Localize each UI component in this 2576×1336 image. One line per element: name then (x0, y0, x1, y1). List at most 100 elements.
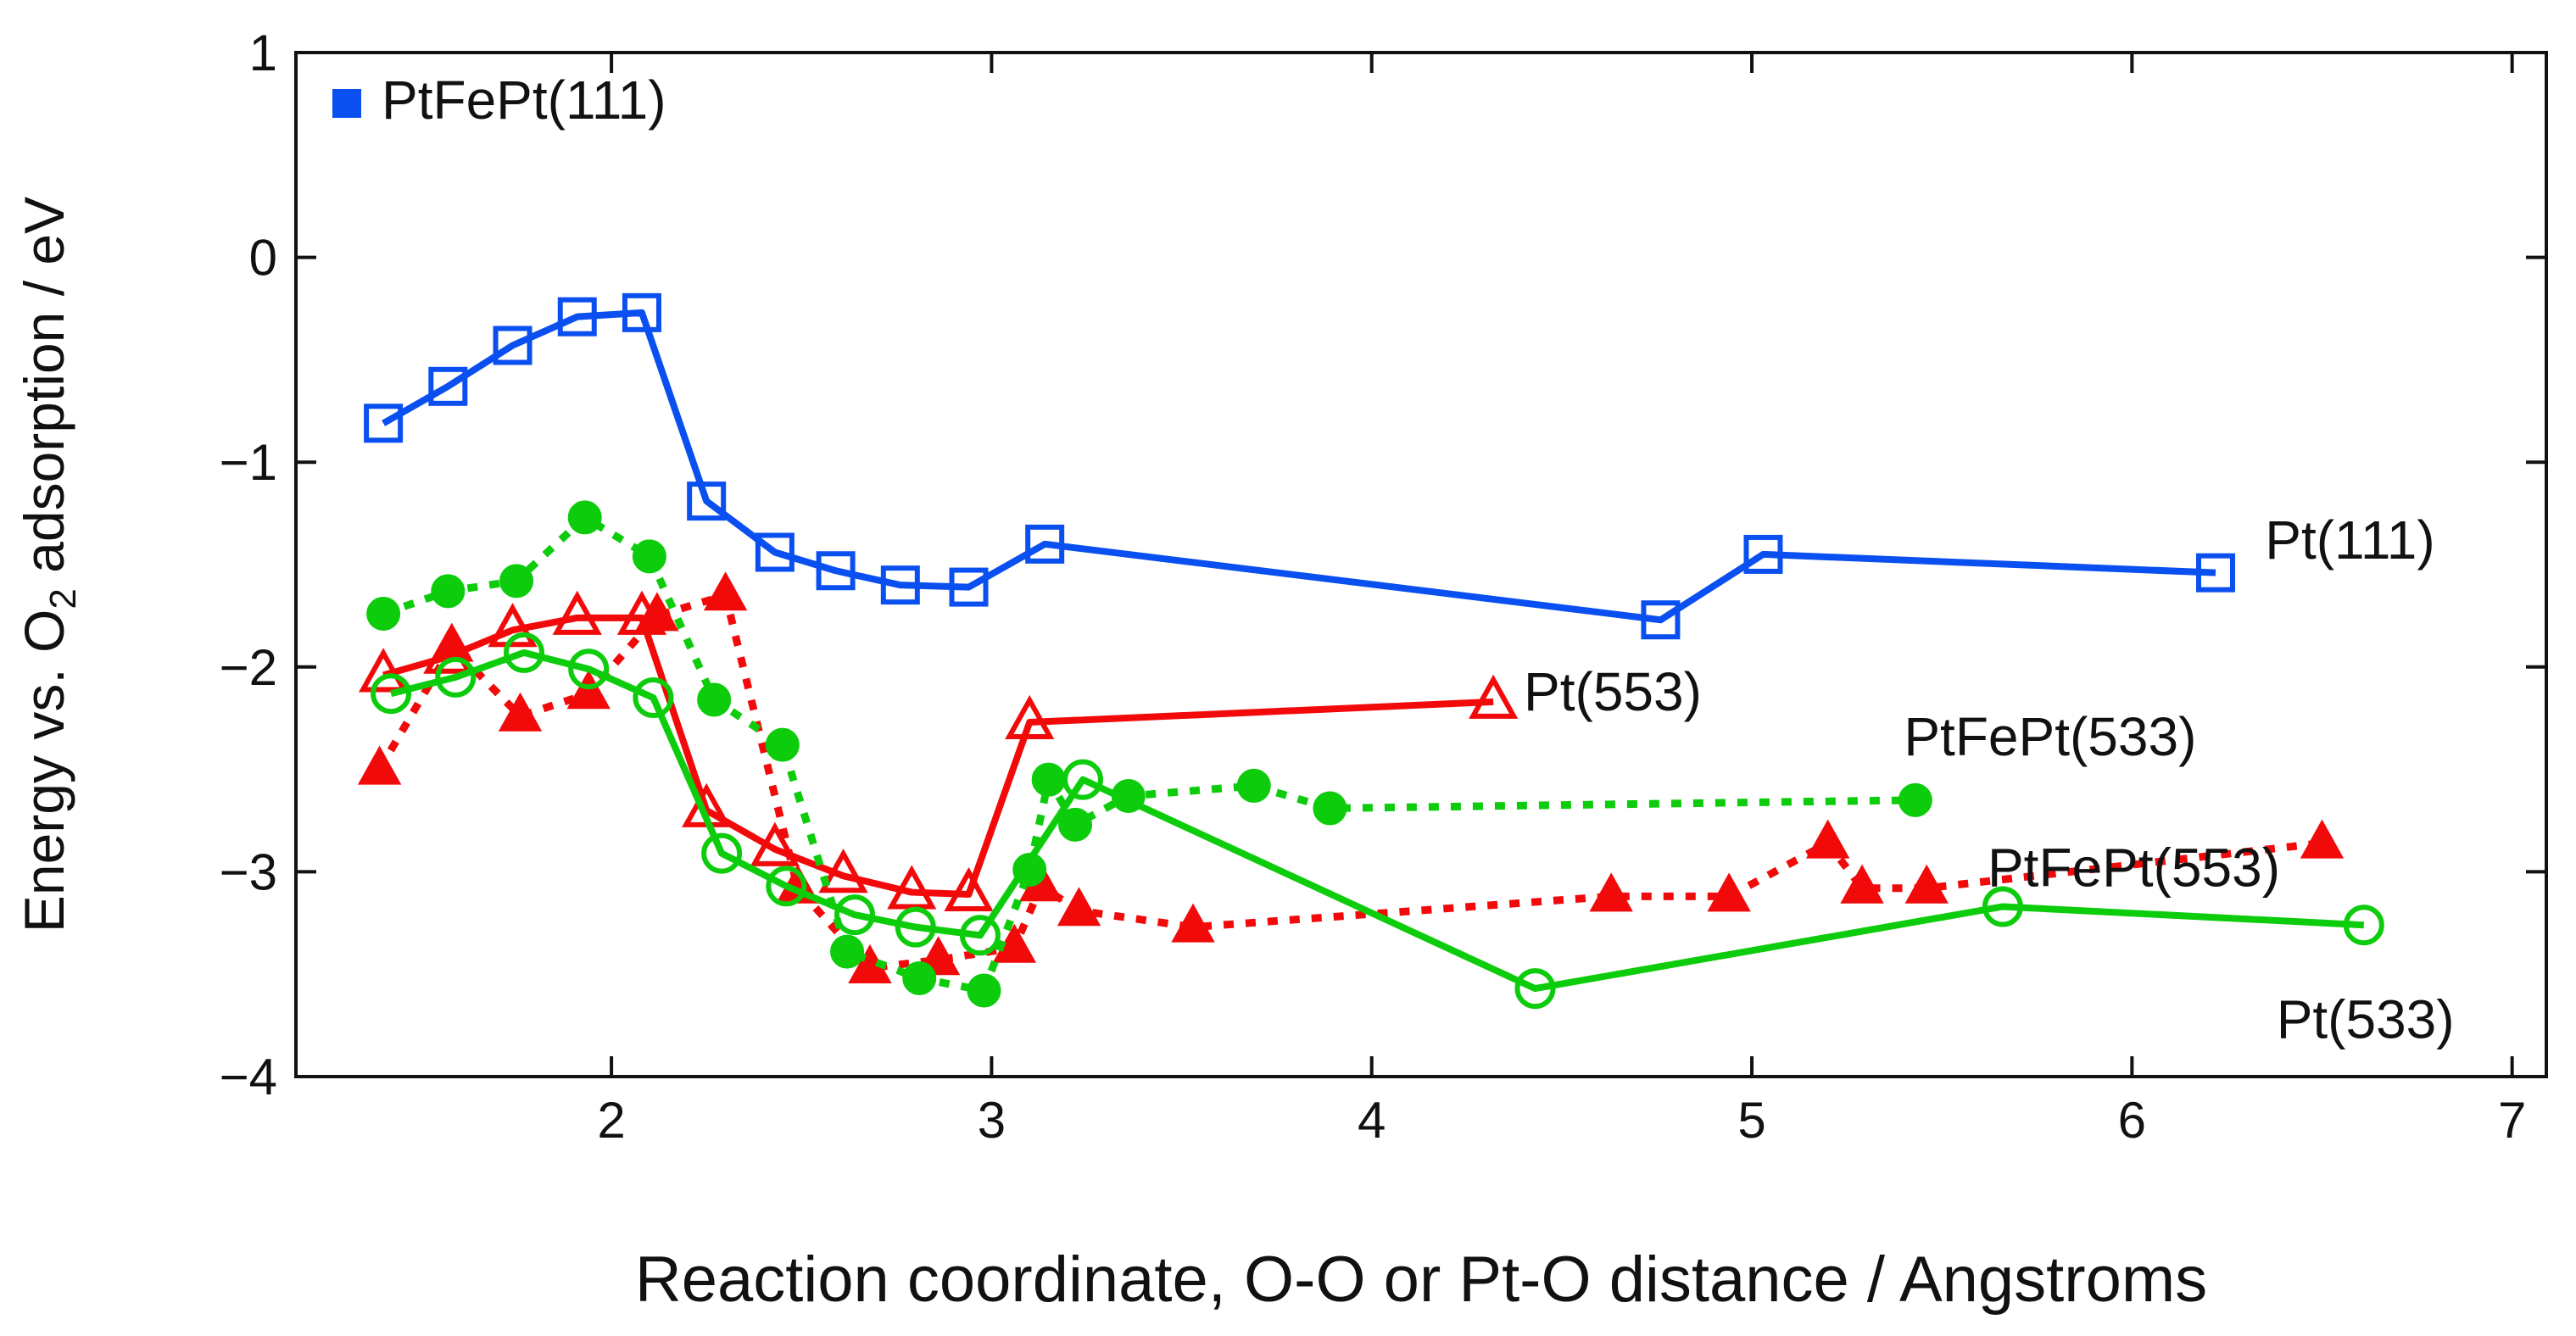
series-pt-553 (359, 590, 1519, 911)
data-point-ptfept-533 (697, 682, 732, 717)
x-tick-label: 5 (1737, 1092, 1765, 1149)
series-labels: Pt(111) Pt(553) PtFePt(553) PtFePt(533) Pt(5… (1524, 509, 2455, 1049)
data-point-ptfept-553 (1840, 864, 1884, 904)
y-axis-title: Energy vs. O2 adsorption / eV (13, 197, 84, 932)
data-point-pt-533 (503, 632, 544, 673)
data-point-pt-111 (428, 366, 468, 406)
series-label-pt-553: Pt(553) (1524, 661, 1702, 722)
data-point-pt-533 (959, 915, 1001, 956)
data-point-ptfept-553 (1057, 887, 1101, 927)
data-point-ptfept-553 (566, 670, 611, 710)
series-layer (357, 292, 2384, 1010)
data-point-pt-533 (2343, 905, 2384, 946)
data-point-pt-553 (944, 866, 994, 911)
ticks-layer: 2 3 4 5 6 7 1 0 −1 −2 −3 −4 (220, 25, 2546, 1149)
data-point-ptfept-553 (703, 571, 748, 611)
data-point-ptfept-533 (366, 596, 401, 631)
data-point-pt-533 (1062, 759, 1104, 800)
x-tick-label: 2 (597, 1092, 625, 1149)
x-tick-label: 6 (2118, 1092, 2146, 1149)
data-point-pt-111 (1025, 524, 1065, 564)
data-point-pt-111 (364, 404, 404, 443)
series-ptfept-553 (357, 571, 2345, 983)
legend-marker-filled-square (332, 89, 361, 118)
data-point-ptfept-533 (1898, 782, 1932, 817)
data-point-pt-533 (1982, 886, 2023, 927)
data-point-pt-553 (552, 590, 602, 635)
data-point-pt-111 (880, 565, 920, 605)
series-label-pt-533: Pt(533) (2277, 988, 2455, 1049)
legend: PtFePt(111) (332, 70, 666, 131)
data-point-pt-553 (887, 865, 937, 910)
data-point-ptfept-533 (902, 961, 937, 996)
y-tick-label: −1 (220, 434, 277, 491)
data-point-ptfept-533 (1313, 791, 1347, 826)
data-point-ptfept-533 (830, 934, 865, 969)
data-point-pt-553 (1469, 674, 1519, 719)
series-line-ptfept-533 (382, 513, 1915, 995)
data-point-pt-553 (359, 648, 409, 693)
data-point-pt-533 (766, 866, 807, 907)
data-point-ptfept-533 (967, 973, 1001, 1008)
y-tick-label: 0 (249, 230, 277, 287)
data-point-ptfept-553 (1171, 903, 1215, 943)
data-point-ptfept-553 (357, 745, 402, 785)
data-point-ptfept-553 (635, 592, 679, 632)
data-point-ptfept-533 (431, 574, 466, 609)
data-point-ptfept-533 (1236, 768, 1271, 803)
x-tick-label: 4 (1358, 1092, 1386, 1149)
data-point-pt-533 (371, 673, 412, 715)
data-point-pt-111 (949, 567, 989, 607)
data-point-pt-553 (1005, 694, 1055, 740)
data-point-ptfept-533 (765, 727, 800, 762)
data-point-ptfept-533 (567, 500, 602, 535)
data-point-ptfept-553 (1707, 872, 1751, 912)
y-tick-label: 1 (249, 25, 277, 81)
data-point-pt-533 (1514, 968, 1556, 1010)
data-point-pt-111 (622, 292, 661, 332)
data-point-pt-553 (750, 821, 800, 866)
data-point-pt-111 (557, 297, 597, 337)
y-tick-label: −4 (220, 1049, 277, 1105)
y-axis-title-main: Energy vs. O (13, 610, 75, 932)
data-point-ptfept-553 (1805, 819, 1850, 859)
data-point-pt-553 (818, 849, 868, 893)
data-point-pt-111 (1743, 534, 1783, 574)
series-pt-533 (371, 632, 2384, 1010)
data-point-pt-533 (834, 894, 876, 936)
data-point-pt-111 (493, 326, 532, 365)
series-line-pt-533 (390, 649, 2365, 993)
data-point-ptfept-553 (1589, 872, 1633, 912)
data-point-ptfept-533 (1058, 807, 1093, 842)
x-tick-label: 7 (2498, 1092, 2526, 1149)
y-tick-label: −2 (220, 639, 277, 696)
series-label-pt-111: Pt(111) (2265, 509, 2434, 571)
data-point-pt-111 (1641, 600, 1681, 640)
data-point-ptfept-553 (2300, 819, 2345, 859)
data-point-ptfept-553 (430, 622, 474, 662)
data-point-pt-533 (701, 832, 743, 874)
series-line-ptfept-553 (376, 591, 2323, 972)
y-tick-label: −3 (220, 843, 277, 900)
data-point-pt-533 (568, 649, 610, 690)
legend-label: PtFePt(111) (382, 70, 666, 131)
plot-frame (294, 51, 2548, 1078)
data-point-pt-533 (633, 677, 674, 719)
data-point-ptfept-553 (498, 692, 543, 732)
y-axis-title-rest: adsorption / eV (13, 197, 75, 588)
series-label-ptfept-533: PtFePt(533) (1904, 706, 2196, 767)
data-point-pt-111 (2195, 553, 2235, 593)
data-point-ptfept-533 (1031, 762, 1066, 797)
data-point-pt-111 (687, 482, 727, 521)
data-point-pt-533 (895, 906, 936, 948)
data-point-ptfept-553 (1904, 864, 1949, 904)
series-line-pt-111 (382, 309, 2216, 624)
data-point-ptfept-533 (632, 539, 666, 574)
y-axis-title-subscript: 2 (42, 588, 84, 609)
series-ptfept-533 (366, 500, 1932, 1008)
data-point-ptfept-533 (499, 564, 534, 598)
data-point-pt-553 (488, 603, 538, 648)
series-label-ptfept-553: PtFePt(553) (1988, 838, 2280, 899)
data-point-pt-111 (755, 532, 795, 572)
